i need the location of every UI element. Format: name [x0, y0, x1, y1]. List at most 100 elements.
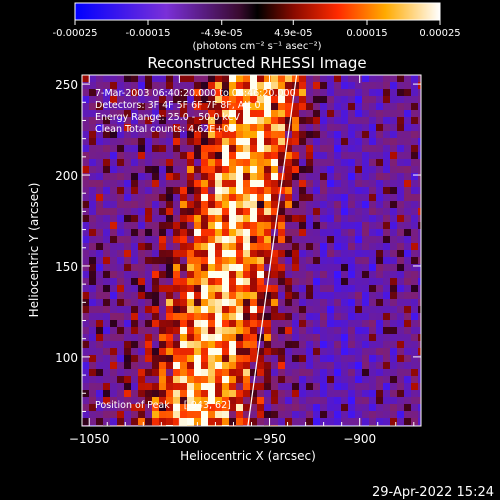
image-pixel: [222, 229, 230, 237]
image-pixel: [390, 404, 398, 412]
image-pixel: [278, 292, 286, 300]
image-pixel: [89, 257, 97, 265]
image-pixel: [229, 117, 237, 125]
image-pixel: [180, 404, 188, 412]
image-pixel: [327, 397, 335, 405]
image-pixel: [397, 250, 405, 258]
image-pixel: [110, 152, 118, 160]
image-pixel: [243, 187, 251, 195]
image-pixel: [180, 201, 188, 209]
image-pixel: [404, 334, 412, 342]
image-pixel: [383, 145, 391, 153]
image-pixel: [257, 187, 265, 195]
image-pixel: [411, 348, 419, 356]
image-pixel: [327, 306, 335, 314]
image-pixel: [138, 208, 146, 216]
image-pixel: [327, 243, 335, 251]
image-pixel: [201, 411, 209, 419]
image-pixel: [145, 187, 153, 195]
image-pixel: [131, 320, 139, 328]
image-pixel: [124, 131, 132, 139]
image-pixel: [82, 285, 90, 293]
image-pixel: [313, 166, 321, 174]
image-pixel: [348, 103, 356, 111]
image-pixel: [131, 194, 139, 202]
image-pixel: [208, 236, 216, 244]
image-pixel: [201, 215, 209, 223]
image-pixel: [215, 103, 223, 111]
image-pixel: [138, 397, 146, 405]
image-pixel: [285, 341, 293, 349]
image-pixel: [292, 215, 300, 223]
image-pixel: [313, 215, 321, 223]
image-pixel: [320, 376, 328, 384]
image-pixel: [124, 355, 132, 363]
image-pixel: [264, 411, 272, 419]
image-pixel: [383, 229, 391, 237]
image-pixel: [208, 208, 216, 216]
image-pixel: [138, 264, 146, 272]
image-pixel: [117, 124, 125, 132]
image-pixel: [397, 264, 405, 272]
image-pixel: [166, 334, 174, 342]
image-pixel: [201, 243, 209, 251]
image-pixel: [243, 334, 251, 342]
image-pixel: [145, 117, 153, 125]
image-pixel: [278, 236, 286, 244]
image-pixel: [173, 82, 181, 90]
image-pixel: [362, 278, 370, 286]
colorbar-tick-label: 4.9e-05: [274, 28, 312, 39]
image-pixel: [390, 110, 398, 118]
image-pixel: [362, 145, 370, 153]
image-pixel: [187, 201, 195, 209]
image-pixel: [194, 180, 202, 188]
image-pixel: [159, 306, 167, 314]
image-pixel: [397, 306, 405, 314]
image-pixel: [215, 411, 223, 419]
image-pixel: [278, 306, 286, 314]
image-pixel: [362, 208, 370, 216]
image-pixel: [159, 320, 167, 328]
image-pixel: [341, 348, 349, 356]
image-pixel: [418, 418, 421, 426]
image-pixel: [236, 96, 244, 104]
image-pixel: [89, 334, 97, 342]
image-pixel: [103, 348, 111, 356]
image-pixel: [159, 166, 167, 174]
image-pixel: [201, 313, 209, 321]
image-pixel: [271, 348, 279, 356]
image-pixel: [208, 418, 216, 426]
image-pixel: [180, 369, 188, 377]
image-pixel: [257, 215, 265, 223]
image-pixel: [306, 341, 314, 349]
image-pixel: [271, 89, 279, 97]
image-pixel: [355, 152, 363, 160]
image-pixel: [236, 166, 244, 174]
image-pixel: [124, 376, 132, 384]
image-pixel: [369, 299, 377, 307]
image-pixel: [264, 173, 272, 181]
colorbar: [74, 2, 441, 21]
image-pixel: [145, 257, 153, 265]
image-pixel: [173, 264, 181, 272]
image-pixel: [334, 383, 342, 391]
image-pixel: [320, 173, 328, 181]
image-pixel: [82, 327, 90, 335]
image-pixel: [187, 411, 195, 419]
image-pixel: [320, 327, 328, 335]
image-pixel: [341, 250, 349, 258]
image-pixel: [299, 215, 307, 223]
image-pixel: [278, 271, 286, 279]
image-pixel: [222, 355, 230, 363]
image-pixel: [390, 124, 398, 132]
image-pixel: [341, 355, 349, 363]
image-pixel: [229, 110, 237, 118]
image-pixel: [166, 376, 174, 384]
image-pixel: [82, 96, 90, 104]
image-pixel: [397, 257, 405, 265]
image-pixel: [264, 180, 272, 188]
image-pixel: [145, 355, 153, 363]
image-pixel: [194, 390, 202, 398]
image-pixel: [215, 257, 223, 265]
image-pixel: [299, 278, 307, 286]
